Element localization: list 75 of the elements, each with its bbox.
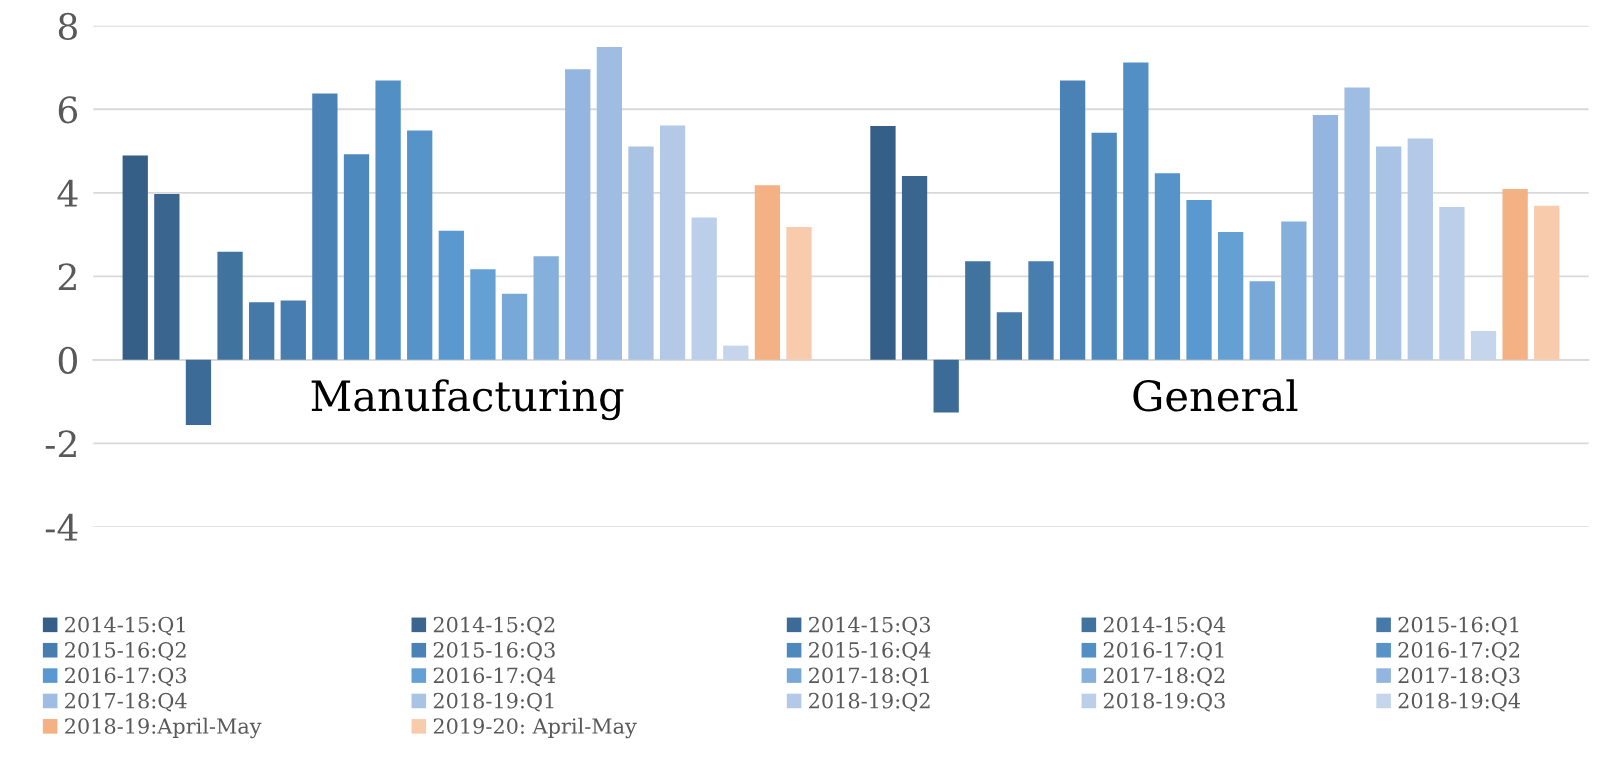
bar [933,359,959,413]
legend-label: 2017-18:Q3 [1398,667,1520,687]
bar [185,359,212,425]
bar [596,47,622,360]
bar [1344,87,1370,360]
legend-label: 2018-19:Q3 [1103,692,1225,712]
bar [217,251,243,360]
bar [438,230,464,360]
legend-label: 2015-16:Q3 [433,642,555,661]
bar [1218,232,1244,360]
legend-label: 2014-15:Q3 [809,616,931,636]
y-tick-label: -2 [45,430,76,458]
bar [1154,173,1181,360]
bar [1470,331,1497,360]
bar [312,93,338,360]
legend-label: 2015-16:Q1 [1398,616,1519,636]
legend-label: 2015-16:Q2 [65,642,186,661]
bar [1534,205,1560,360]
bar [628,146,654,360]
legend-label: 2014-15:Q4 [1103,616,1226,636]
bar [754,185,781,360]
bar [375,80,401,360]
legend-label: 2019-20: April-May [433,717,637,739]
legend-label: 2018-19:April-May [65,717,262,739]
legend-label: 2017-18:Q1 [809,667,929,687]
legend-label: 2017-18:Q2 [1103,667,1225,687]
legend-label: 2016-17:Q3 [65,667,187,687]
y-tick-label: 0 [58,346,77,375]
bar [1028,261,1054,360]
bar [1249,281,1275,360]
bar [996,312,1023,360]
legend-label: 2014-15:Q2 [433,616,555,636]
legend-label: 2016-17:Q1 [1103,642,1224,661]
y-tick-label: 8 [58,12,77,40]
bar [1186,199,1212,360]
x-tick-label: General [1133,379,1298,412]
bar [1312,115,1339,360]
bar [1502,189,1528,360]
bar [659,125,686,360]
bar [1281,221,1307,360]
y-tick-label: -4 [45,513,78,541]
bar [565,69,591,360]
bar [122,155,148,360]
bar [691,217,717,360]
legend-label: 2016-17:Q2 [1398,642,1520,661]
bar [1091,132,1117,360]
bar [1059,80,1086,360]
bar [154,194,180,360]
legend-label: 2015-16:Q4 [809,642,931,661]
bar [723,345,749,360]
legend-label: 2018-19:Q2 [809,692,930,712]
y-tick-label: 4 [57,179,78,207]
bar [249,302,275,360]
legend-label: 2016-17:Q4 [433,667,556,687]
y-tick-label: 6 [58,96,78,124]
bar [343,154,370,360]
legend-label: 2017-18:Q4 [65,692,187,712]
bar [470,269,496,360]
legend-label: 2014-15:Q1 [65,616,185,636]
bar [501,293,528,360]
bar [1376,146,1402,360]
y-tick-label: 2 [58,263,76,291]
legend-label: 2018-19:Q1 [433,692,554,712]
x-tick-label: Manufacturing [311,379,624,421]
legend-label: 2018-19:Q4 [1398,692,1521,712]
bar [1123,62,1149,360]
bar [280,300,306,360]
bar [901,176,928,360]
bar [965,261,991,360]
bar [407,130,433,360]
bar [533,256,559,360]
bar [1407,138,1433,360]
bar [786,227,812,360]
bar [1439,206,1465,360]
bar [870,125,896,360]
